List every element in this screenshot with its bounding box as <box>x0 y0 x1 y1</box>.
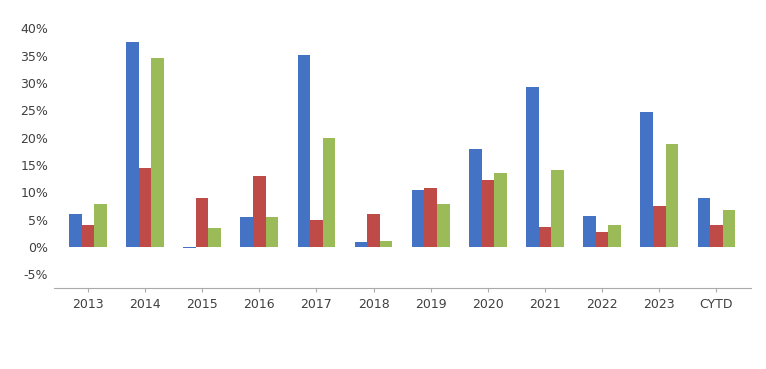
Bar <box>640 112 653 247</box>
Bar <box>196 198 208 247</box>
Bar <box>152 58 164 247</box>
Bar <box>437 204 450 247</box>
Bar <box>368 214 380 247</box>
Bar <box>583 216 596 247</box>
Bar <box>253 176 266 247</box>
Bar <box>424 188 437 247</box>
Bar <box>380 241 392 247</box>
Bar <box>666 144 678 247</box>
Bar <box>653 206 666 247</box>
Bar <box>241 217 253 247</box>
Bar <box>698 198 710 247</box>
Bar <box>710 225 722 247</box>
Bar <box>139 168 152 247</box>
Bar <box>208 228 221 247</box>
Bar <box>596 232 608 247</box>
Bar <box>82 225 94 247</box>
Bar <box>552 170 564 247</box>
Bar <box>412 190 424 247</box>
Bar <box>482 180 494 247</box>
Bar <box>69 214 82 247</box>
Bar <box>494 173 507 247</box>
Bar <box>183 247 196 248</box>
Bar <box>297 55 310 247</box>
Bar <box>322 138 336 247</box>
Bar <box>526 87 538 247</box>
Bar <box>469 149 482 247</box>
Bar <box>538 227 552 247</box>
Bar <box>722 210 735 247</box>
Bar <box>355 242 368 247</box>
Bar <box>126 42 139 247</box>
Bar <box>266 217 278 247</box>
Bar <box>310 220 322 247</box>
Bar <box>94 204 106 247</box>
Bar <box>608 225 621 247</box>
